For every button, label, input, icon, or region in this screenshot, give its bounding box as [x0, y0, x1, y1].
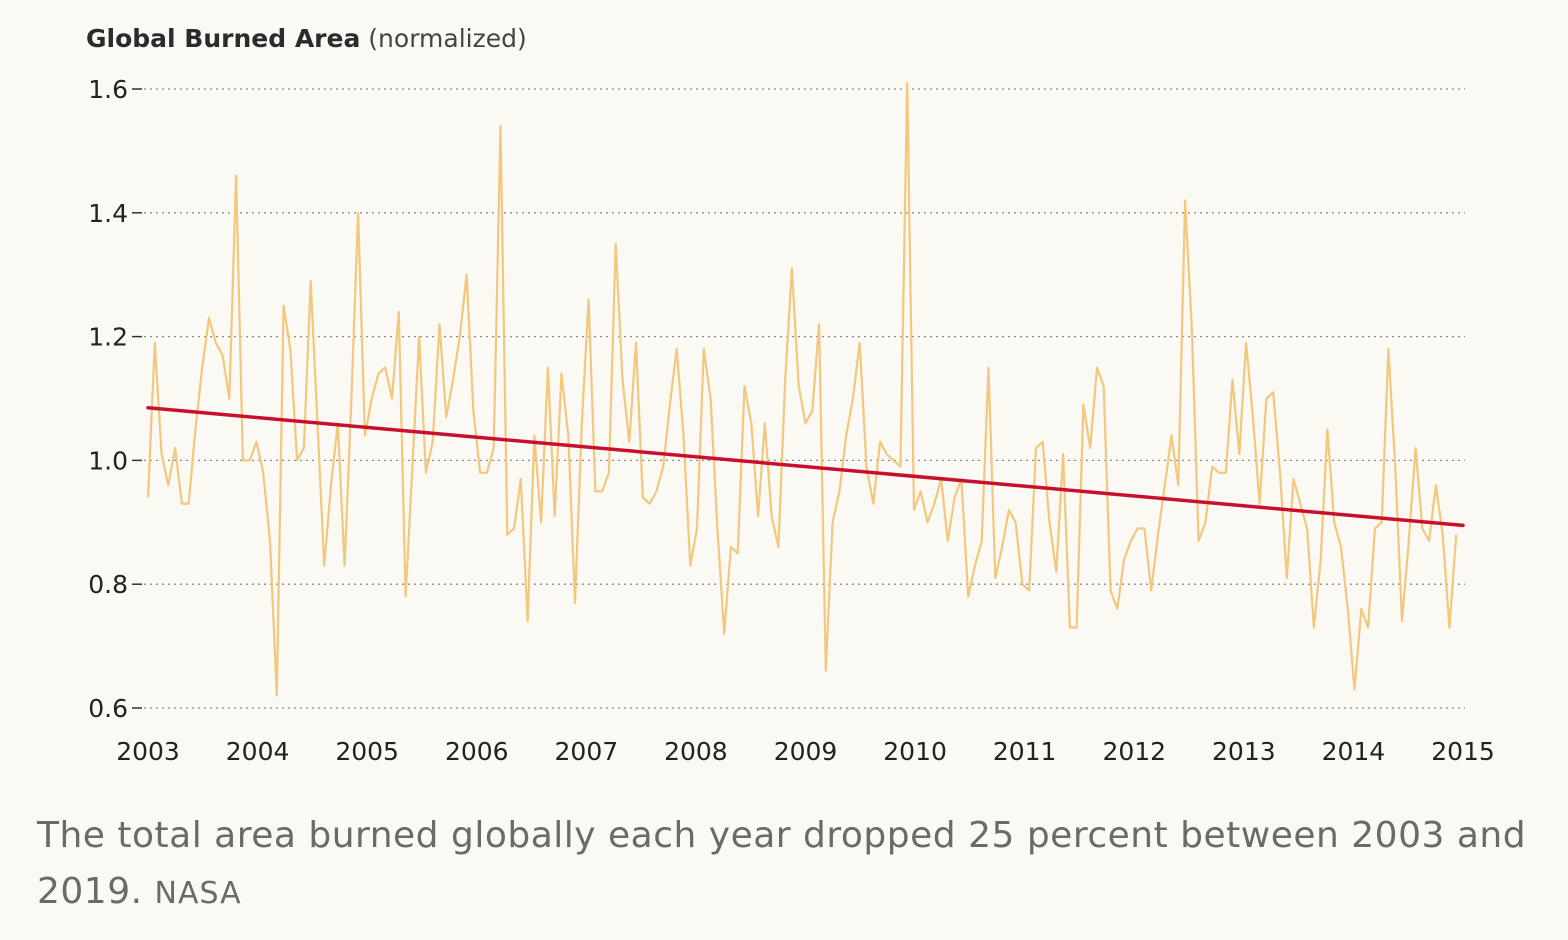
x-tick-label-10: 2013	[1212, 737, 1276, 766]
x-tick-label-7: 2010	[883, 737, 947, 766]
y-axis-ticks: 0.6 0.8 1.0 1.2 1.4 1.6	[88, 75, 142, 723]
series-group	[146, 81, 1465, 697]
x-tick-label-3: 2006	[445, 737, 509, 766]
caption: The total area burned globally each year…	[37, 808, 1547, 922]
x-axis-ticks: 2003 2004 2005 2006 2007 2008 2009 2010 2011 2012…	[116, 737, 1495, 766]
y-tick-label-0: 0.6	[88, 694, 128, 723]
chart-title-main: Global Burned Area	[86, 24, 361, 53]
x-tick-label-4: 2007	[555, 737, 619, 766]
x-tick-label-11: 2014	[1322, 737, 1386, 766]
x-tick-label-9: 2012	[1102, 737, 1166, 766]
x-tick-label-2: 2005	[335, 737, 399, 766]
y-tick-label-2: 1.0	[88, 446, 128, 475]
grid-lines	[138, 88, 1465, 709]
x-tick-label-6: 2009	[774, 737, 838, 766]
chart-title-suffix: (normalized)	[368, 24, 527, 53]
burned-area-chart: 0.60.81.01.21.41.6 2003 2004 2005 2006 2007 2…	[88, 75, 1495, 766]
y-tick-label-1: 0.8	[88, 570, 128, 599]
chart-title: Global Burned Area (normalized)	[86, 24, 527, 53]
series-trend-line	[146, 406, 1465, 528]
x-tick-label-5: 2008	[664, 737, 728, 766]
x-tick-label-1: 2004	[226, 737, 290, 766]
y-tick-label-5: 1.6	[88, 75, 128, 104]
x-tick-label-0: 2003	[116, 737, 180, 766]
y-tick-label-4: 1.4	[88, 199, 128, 228]
caption-text: The total area burned globally each year…	[37, 815, 1527, 912]
x-tick-label-12: 2015	[1431, 737, 1495, 766]
y-tick-label-3: 1.2	[88, 323, 128, 352]
caption-credit: NASA	[154, 876, 242, 911]
series-monthly-line	[146, 81, 1458, 697]
x-tick-label-8: 2011	[993, 737, 1057, 766]
